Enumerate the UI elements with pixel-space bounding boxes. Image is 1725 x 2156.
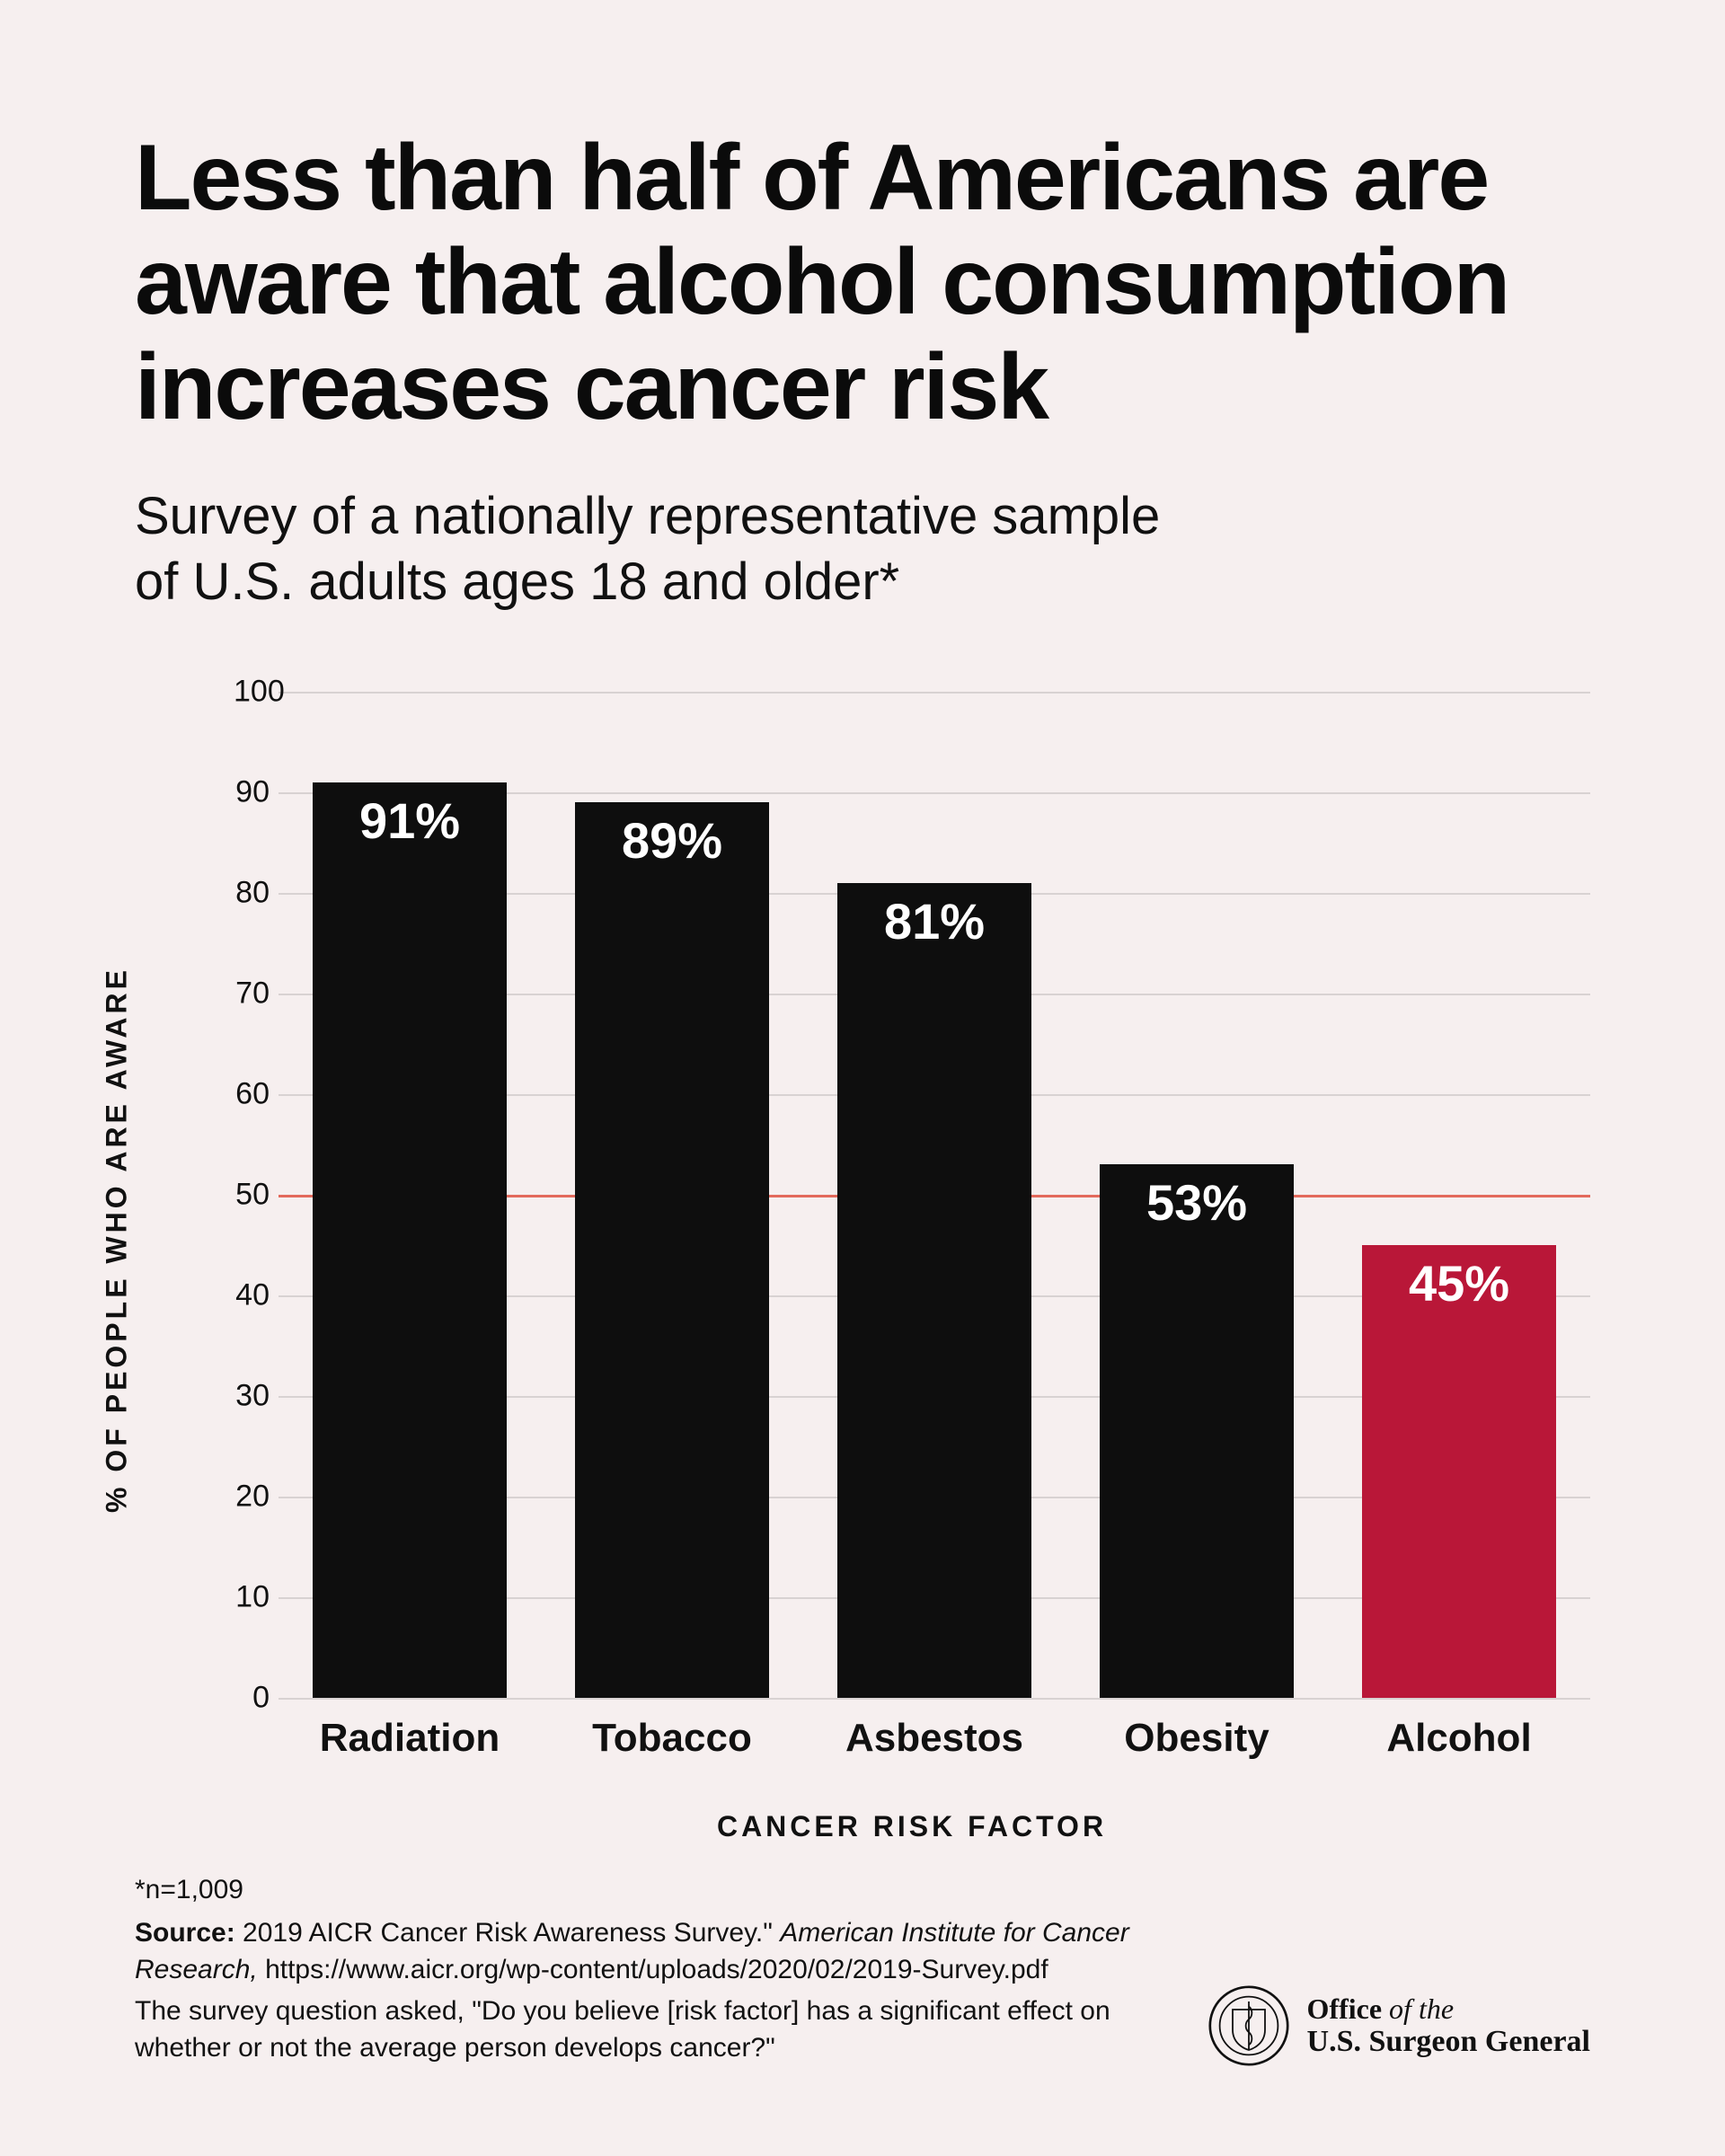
bar: 91% xyxy=(313,782,507,1698)
badge-text: Office of the U.S. Surgeon General xyxy=(1307,1993,1590,2059)
badge-ofthe: of the xyxy=(1389,1993,1454,2025)
bar-category-label: Asbestos xyxy=(845,1716,1023,1761)
sample-size-footnote: *n=1,009 xyxy=(135,1872,1590,1909)
plot-area: 010203040506070809010091%Radiation89%Tob… xyxy=(234,692,1590,1698)
bar-value-label: 53% xyxy=(1100,1173,1294,1232)
y-tick-label: 90 xyxy=(234,775,270,810)
bar-category-label: Obesity xyxy=(1124,1716,1269,1761)
bar-slot: 91%Radiation xyxy=(279,692,541,1698)
y-tick-label: 0 xyxy=(234,1681,270,1716)
subtitle-line-2: of U.S. adults ages 18 and older* xyxy=(135,552,899,611)
badge-line-1: Office of the xyxy=(1307,1993,1590,2025)
bar-value-label: 91% xyxy=(313,791,507,850)
badge-line-2: U.S. Surgeon General xyxy=(1307,2025,1590,2058)
phs-seal-icon xyxy=(1208,1985,1289,2066)
y-tick-label: 20 xyxy=(234,1480,270,1515)
source-citation: Source: 2019 AICR Cancer Risk Awareness … xyxy=(135,1915,1168,1988)
y-tick-label: 100 xyxy=(234,675,270,710)
source-title: 2019 AICR Cancer Risk Awareness Survey." xyxy=(243,1918,773,1948)
y-tick-label: 50 xyxy=(234,1178,270,1213)
y-tick-label: 80 xyxy=(234,876,270,911)
bar-category-label: Radiation xyxy=(320,1716,500,1761)
bar-category-label: Alcohol xyxy=(1386,1716,1531,1761)
source-label: Source: xyxy=(135,1918,235,1948)
bar-slot: 45%Alcohol xyxy=(1328,692,1590,1698)
x-axis-label: CANCER RISK FACTOR xyxy=(234,1810,1590,1843)
surgeon-general-badge: Office of the U.S. Surgeon General xyxy=(1208,1985,1590,2066)
infographic-page: Less than half of Americans are aware th… xyxy=(0,0,1725,2156)
page-subtitle: Survey of a nationally representative sa… xyxy=(135,484,1590,614)
y-tick-label: 70 xyxy=(234,976,270,1012)
bar: 89% xyxy=(575,802,769,1698)
bar-value-label: 45% xyxy=(1362,1254,1556,1312)
bar-slot: 81%Asbestos xyxy=(803,692,1066,1698)
bar-slot: 89%Tobacco xyxy=(541,692,803,1698)
subtitle-line-1: Survey of a nationally representative sa… xyxy=(135,487,1160,545)
bar-value-label: 89% xyxy=(575,811,769,870)
bar-category-label: Tobacco xyxy=(592,1716,752,1761)
y-tick-label: 30 xyxy=(234,1379,270,1414)
gridline xyxy=(279,1698,1590,1700)
survey-question: The survey question asked, "Do you belie… xyxy=(135,1993,1168,2066)
bars-container: 91%Radiation89%Tobacco81%Asbestos53%Obes… xyxy=(279,692,1590,1698)
badge-office: Office xyxy=(1307,1993,1383,2025)
y-tick-label: 10 xyxy=(234,1580,270,1615)
bar: 53% xyxy=(1100,1164,1294,1698)
y-axis-label: % OF PEOPLE WHO ARE AWARE xyxy=(101,967,134,1513)
source-url: https://www.aicr.org/wp-content/uploads/… xyxy=(265,1955,1048,1984)
bar: 81% xyxy=(837,883,1031,1698)
bar-slot: 53%Obesity xyxy=(1066,692,1328,1698)
bar-chart: % OF PEOPLE WHO ARE AWARE 01020304050607… xyxy=(135,692,1590,1788)
bar-value-label: 81% xyxy=(837,892,1031,950)
bar: 45% xyxy=(1362,1245,1556,1698)
y-tick-label: 40 xyxy=(234,1278,270,1313)
page-title: Less than half of Americans are aware th… xyxy=(135,126,1590,439)
y-tick-label: 60 xyxy=(234,1077,270,1112)
